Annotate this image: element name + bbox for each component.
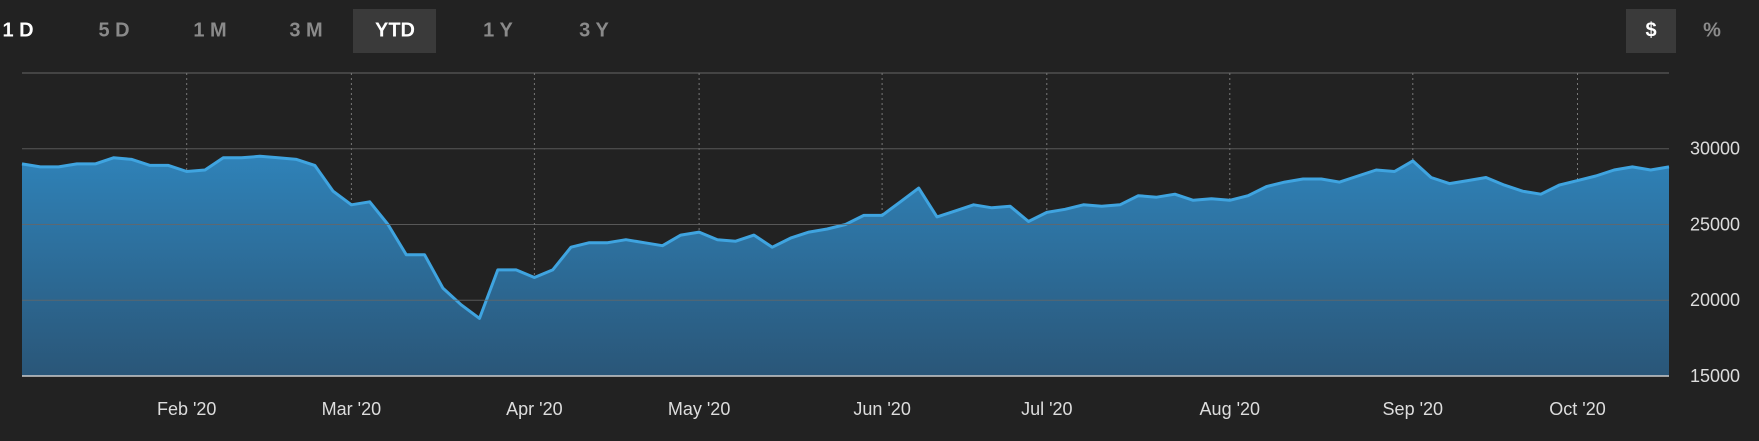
x-tick-label: Sep '20	[1383, 399, 1444, 419]
y-tick-label: 15000	[1690, 366, 1740, 386]
unit-button[interactable]: $	[1645, 19, 1656, 41]
range-button[interactable]: 3 Y	[579, 19, 609, 41]
unit-button[interactable]: %	[1703, 19, 1721, 41]
unit-button-bg[interactable]	[1626, 9, 1676, 53]
x-tick-label: May '20	[668, 399, 730, 419]
x-tick-label: Apr '20	[506, 399, 562, 419]
x-tick-label: Aug '20	[1200, 399, 1261, 419]
range-button[interactable]: 5 D	[98, 19, 129, 41]
area	[22, 156, 1669, 376]
x-tick-label: Feb '20	[157, 399, 216, 419]
x-tick-label: Oct '20	[1549, 399, 1605, 419]
x-tick-label: Jun '20	[853, 399, 910, 419]
range-button[interactable]: 3 M	[289, 19, 322, 41]
x-tick-label: Jul '20	[1021, 399, 1072, 419]
y-tick-label: 25000	[1690, 214, 1740, 234]
range-button[interactable]: 1 D	[2, 19, 33, 41]
range-button[interactable]: 1 Y	[483, 19, 513, 41]
range-button[interactable]: YTD	[375, 19, 415, 41]
y-tick-label: 20000	[1690, 290, 1740, 310]
range-button-bg[interactable]	[353, 9, 436, 53]
range-button[interactable]: 1 M	[193, 19, 226, 41]
y-tick-label: 30000	[1690, 139, 1740, 159]
x-tick-label: Mar '20	[322, 399, 381, 419]
